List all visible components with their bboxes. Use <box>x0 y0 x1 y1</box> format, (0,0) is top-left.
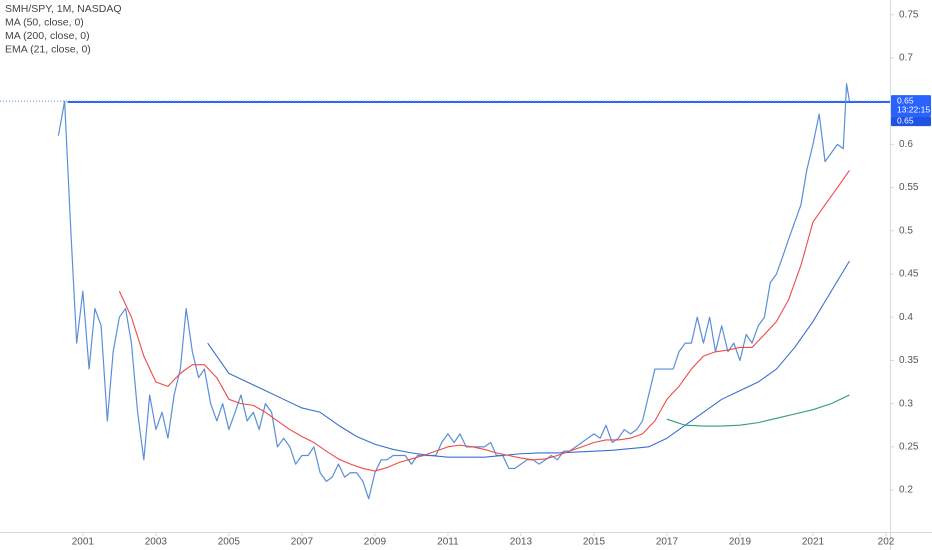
x-tick-label: 2013 <box>510 537 533 548</box>
y-tick-label: 0.45 <box>899 269 919 280</box>
last-price-label: 0.65 <box>897 95 914 105</box>
series-line <box>118 169 850 472</box>
series-line <box>666 394 850 427</box>
x-tick-label: 2011 <box>437 537 459 548</box>
last-price-box <box>891 95 931 117</box>
y-tick-label: 0.6 <box>899 139 913 150</box>
x-tick-label: 2019 <box>729 537 752 548</box>
x-tick-label: 2003 <box>145 537 168 548</box>
y-tick-label: 0.2 <box>899 485 913 496</box>
y-tick-label: 0.35 <box>899 355 919 366</box>
legend-entry: SMH/SPY, 1M, NASDAQ <box>5 3 122 15</box>
ray-price-label: 0.65 <box>897 115 914 125</box>
legend-entry: EMA (21, close, 0) <box>5 43 91 55</box>
legend-entry: MA (200, close, 0) <box>5 30 90 42</box>
x-tick-label: 2005 <box>218 537 241 548</box>
x-tick-label: 2017 <box>656 537 679 548</box>
y-tick-label: 0.4 <box>899 312 913 323</box>
legend-entry: MA (50, close, 0) <box>5 16 84 28</box>
x-tick-label: 202 <box>878 537 895 548</box>
series-line <box>57 83 851 500</box>
y-tick-label: 0.3 <box>899 398 913 409</box>
x-tick-label: 2015 <box>583 537 606 548</box>
x-tick-label: 2021 <box>802 537 825 548</box>
y-tick-label: 0.55 <box>899 182 919 193</box>
x-tick-label: 2001 <box>72 537 95 548</box>
countdown-label: 13:22:15 <box>897 104 930 114</box>
x-tick-label: 2009 <box>364 537 387 548</box>
series-line <box>207 260 850 458</box>
x-tick-label: 2007 <box>291 537 314 548</box>
y-tick-label: 0.75 <box>899 9 919 20</box>
ray-price-box <box>891 116 931 127</box>
y-tick-label: 0.7 <box>899 53 913 64</box>
y-tick-label: 0.25 <box>899 441 919 452</box>
y-tick-label: 0.5 <box>899 225 913 236</box>
